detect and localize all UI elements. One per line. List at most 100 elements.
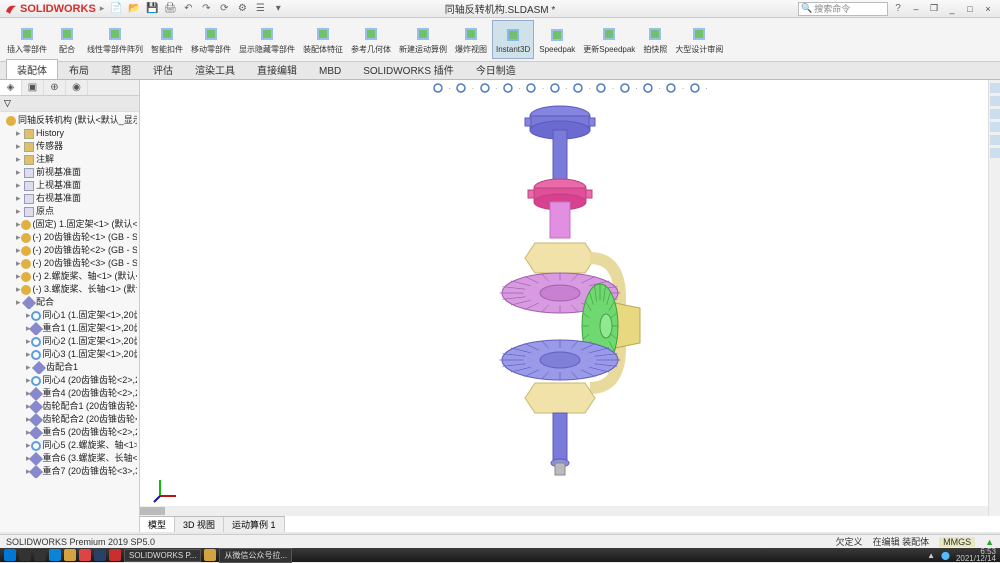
tree-node[interactable]: ▸同心5 (2.螺旋桨、轴<1>,3.螺旋 (2, 439, 137, 452)
tree-root[interactable]: 同轴反转机构 (默认<默认_显示状态-1> (2, 114, 137, 127)
print-icon[interactable]: 🖨 (164, 3, 176, 15)
new-icon[interactable]: 📄 (110, 3, 122, 15)
save-icon[interactable]: 💾 (146, 3, 158, 15)
task-pane[interactable] (988, 80, 1000, 516)
taskbar-cortana[interactable] (34, 549, 46, 561)
taskpane-tab[interactable] (990, 135, 1000, 145)
minimize-button[interactable]: – (908, 2, 924, 16)
taskpane-tab[interactable] (990, 122, 1000, 132)
tree-node[interactable]: ▸(-) 3.螺旋桨、长轴<1> (默认<<默认 (2, 283, 137, 296)
tree-node[interactable]: ▸齿轮配合1 (20齿锥齿轮<1>,20 (2, 400, 137, 413)
tray-icon[interactable]: ▲ (927, 551, 935, 560)
tree-node[interactable]: ▸重合7 (20齿锥齿轮<3>,3.螺旋 (2, 465, 137, 478)
tray-icon[interactable]: ⬤ (941, 551, 950, 560)
ribbon-snapshot[interactable]: 拍快照 (640, 20, 670, 59)
taskbar-sw[interactable] (109, 549, 121, 561)
open-icon[interactable]: 📂 (128, 3, 140, 15)
tree-node[interactable]: ▸(-) 20齿锥齿轮<2> (GB - Straight (2, 244, 137, 257)
ribbon-refgeom[interactable]: 参考几何体 (348, 20, 394, 59)
taskpane-tab[interactable] (990, 96, 1000, 106)
ribbon-motion[interactable]: 新建运动算例 (396, 20, 450, 59)
tree-node[interactable]: ▸(-) 20齿锥齿轮<3> (GB - Straight (2, 257, 137, 270)
tree-node[interactable]: ▸配合 (2, 296, 137, 309)
tree-node[interactable]: ▸History (2, 127, 137, 140)
tab-0[interactable]: 装配体 (6, 59, 58, 79)
taskbar-folder[interactable] (64, 549, 76, 561)
tree-node[interactable]: ▸同心1 (1.固定架<1>,20齿锥齿 (2, 309, 137, 322)
tree-node[interactable]: ▸(-) 2.螺旋桨、轴<1> (默认<<默认 (2, 270, 137, 283)
fm-tab-1[interactable]: ▣ (22, 80, 44, 95)
fm-tab-3[interactable]: ◉ (66, 80, 88, 95)
tree-node[interactable]: ▸重合5 (20齿锥齿轮<2>,2.螺旋桨 (2, 426, 137, 439)
motion-tab-1[interactable]: 3D 视图 (175, 517, 224, 532)
assembly-model[interactable] (440, 88, 700, 488)
status-units[interactable]: MMGS (939, 537, 975, 547)
ribbon-showhide[interactable]: 显示隐藏零部件 (236, 20, 298, 59)
taskbar-search[interactable] (19, 549, 31, 561)
ribbon-explode[interactable]: 爆炸视图 (452, 20, 490, 59)
ribbon-mate[interactable]: 配合 (52, 20, 82, 59)
motion-tab-0[interactable]: 模型 (140, 517, 175, 532)
ribbon-feature[interactable]: 装配体特征 (300, 20, 346, 59)
ribbon-largedesign[interactable]: 大型设计审阅 (672, 20, 726, 59)
tree-node[interactable]: ▸原点 (2, 205, 137, 218)
ribbon-speedpak[interactable]: Speedpak (536, 20, 578, 59)
tree-node[interactable]: ▸右视基准面 (2, 192, 137, 205)
taskbar-label[interactable]: SOLIDWORKS P... (124, 549, 201, 562)
ribbon-instant3d[interactable]: Instant3D (492, 20, 534, 59)
tab-2[interactable]: 草图 (100, 59, 142, 79)
tree-node[interactable]: ▸(固定) 1.固定架<1> (默认<<默认 (2, 218, 137, 231)
taskbar-ps[interactable] (94, 549, 106, 561)
tree-node[interactable]: ▸同心4 (20齿锥齿轮<2>,2.螺旋 (2, 374, 137, 387)
help-icon[interactable]: ? (892, 3, 904, 15)
tree-node[interactable]: ▸重合1 (1.固定架<1>,20齿锥齿轮 (2, 322, 137, 335)
motion-tab-2[interactable]: 运动算例 1 (224, 517, 285, 532)
taskbar-label[interactable]: 从微信公众号拉... (219, 548, 292, 563)
tab-6[interactable]: MBD (308, 63, 352, 79)
command-search[interactable]: 🔍 搜索命令 (798, 2, 888, 16)
tree-node[interactable]: ▸重合6 (3.螺旋桨、长轴<1>,20 (2, 452, 137, 465)
view-triad[interactable] (152, 474, 182, 504)
inner-max-button[interactable]: □ (962, 2, 978, 16)
tab-3[interactable]: 评估 (142, 59, 184, 79)
ribbon-move[interactable]: 移动零部件 (188, 20, 234, 59)
ribbon-fastener[interactable]: 智能扣件 (148, 20, 186, 59)
ribbon-insert-comp[interactable]: 插入零部件 (4, 20, 50, 59)
tab-5[interactable]: 直接编辑 (246, 59, 308, 79)
ribbon-pattern[interactable]: 线性零部件阵列 (84, 20, 146, 59)
taskbar-start[interactable] (4, 549, 16, 561)
filter-row[interactable]: ▽ (0, 96, 139, 112)
tab-7[interactable]: SOLIDWORKS 插件 (352, 59, 465, 79)
fm-tab-0[interactable]: ◈ (0, 80, 22, 95)
tree-node[interactable]: ▸传感器 (2, 140, 137, 153)
taskpane-tab[interactable] (990, 109, 1000, 119)
taskbar-edge[interactable] (49, 549, 61, 561)
fm-tab-2[interactable]: ⊕ (44, 80, 66, 95)
tab-8[interactable]: 今日制造 (465, 59, 527, 79)
close-button[interactable]: × (980, 2, 996, 16)
tree-node[interactable]: ▸前视基准面 (2, 166, 137, 179)
tab-1[interactable]: 布局 (58, 59, 100, 79)
tab-4[interactable]: 渲染工具 (184, 59, 246, 79)
chevron-down-icon[interactable]: ▾ (272, 3, 284, 15)
taskbar-mail[interactable] (79, 549, 91, 561)
tree-node[interactable]: ▸重合4 (20齿锥齿轮<2>,2.螺旋桨 (2, 387, 137, 400)
taskpane-tab[interactable] (990, 83, 1000, 93)
taskpane-tab[interactable] (990, 148, 1000, 158)
undo-icon[interactable]: ↶ (182, 3, 194, 15)
tree-node[interactable]: ▸齿轮配合2 (20齿锥齿轮<1>,20 (2, 413, 137, 426)
tree-node[interactable]: ▸注解 (2, 153, 137, 166)
tree-node[interactable]: ▸同心2 (1.固定架<1>,20齿锥齿 (2, 335, 137, 348)
tree-node[interactable]: ▸(-) 20齿锥齿轮<1> (GB - Straight (2, 231, 137, 244)
settings-icon[interactable]: ☰ (254, 3, 266, 15)
rebuild-icon[interactable]: ⟳ (218, 3, 230, 15)
options-icon[interactable]: ⚙ (236, 3, 248, 15)
inner-min-button[interactable]: _ (944, 2, 960, 16)
ribbon-refresh[interactable]: 更新Speedpak (580, 20, 638, 59)
redo-icon[interactable]: ↷ (200, 3, 212, 15)
status-arrow[interactable]: ▲ (985, 537, 994, 547)
tree-node[interactable]: ▸上视基准面 (2, 179, 137, 192)
tree-node[interactable]: ▸齿配合1 (2, 361, 137, 374)
restore-button[interactable]: ❐ (926, 2, 942, 16)
h-scrollbar[interactable] (140, 506, 988, 516)
